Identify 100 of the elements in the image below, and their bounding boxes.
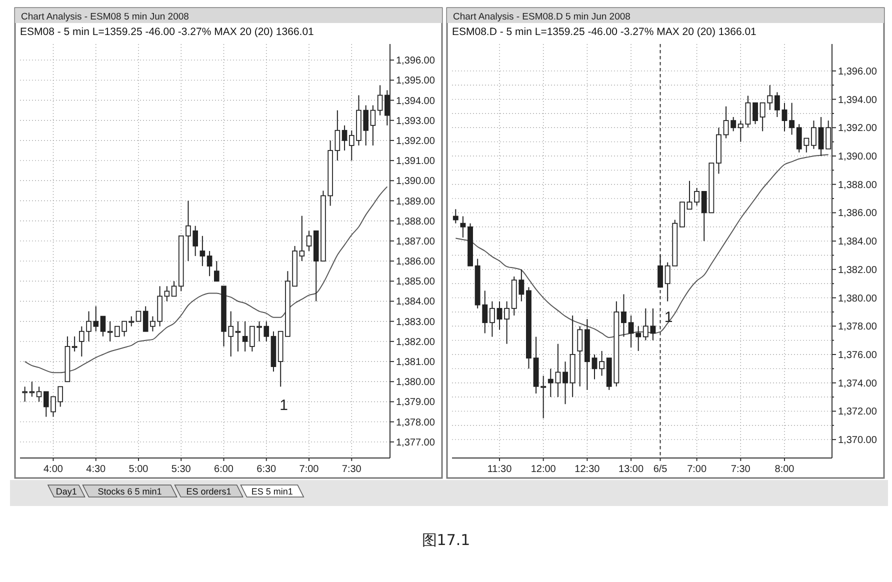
- annotation: 1: [664, 308, 673, 326]
- y-tick-label: 1,380.00: [838, 293, 878, 304]
- candlestick: [694, 187, 700, 206]
- candlestick: [621, 294, 626, 338]
- y-tick-label: 1,372.00: [838, 406, 878, 418]
- candlestick: [206, 250, 212, 277]
- candlestick: [72, 336, 78, 352]
- candlestick: [686, 180, 692, 210]
- candlestick: [107, 320, 113, 342]
- x-tick-label: 7:00: [299, 464, 320, 475]
- y-tick-label: 1,393.00: [396, 116, 436, 127]
- x-tick-label: 11:30: [487, 464, 512, 475]
- chart-subtitle: ESM08 - 5 min L=1359.25 -46.00 -3.27% MAX 20 (20) 1366.01: [20, 26, 314, 38]
- candlestick: [504, 300, 510, 344]
- candlestick: [592, 354, 598, 380]
- candlestick: [599, 350, 605, 376]
- candlestick: [460, 216, 466, 238]
- y-tick-label: 1,392.00: [396, 136, 436, 147]
- candlestick: [100, 316, 106, 337]
- y-tick-label: 1,381.00: [396, 357, 436, 368]
- y-tick-label: 1,380.00: [396, 377, 436, 388]
- candlestick: [36, 386, 42, 402]
- candlestick: [342, 124, 348, 152]
- candlestick: [29, 381, 35, 398]
- line-series: [455, 154, 829, 338]
- y-tick-label: 1,388.00: [838, 180, 878, 191]
- candlestick: [789, 102, 795, 136]
- y-tick-label: 1,396.00: [396, 56, 436, 67]
- x-tick-label: 8:00: [774, 464, 795, 475]
- y-tick-label: 1,391.00: [396, 156, 436, 168]
- candlestick: [811, 120, 816, 150]
- candlestick: [452, 208, 458, 224]
- text: ES 5 min1: [251, 486, 293, 496]
- candlestick: [200, 235, 206, 267]
- y-tick-label: 1,376.00: [838, 350, 878, 361]
- candlestick: [171, 280, 177, 297]
- y-tick-label: 1,384.00: [838, 236, 878, 248]
- candlestick: [782, 102, 788, 132]
- y-tick-label: 1,370.00: [838, 435, 878, 446]
- y-tick-label: 1,382.00: [396, 336, 436, 348]
- chart-title: Chart Analysis - ESM08.D 5 min Jun 2008: [453, 12, 630, 22]
- candlestick: [136, 310, 142, 322]
- y-tick-label: 1,392.00: [838, 123, 878, 134]
- candlestick: [577, 326, 583, 387]
- chart-title: Chart Analysis - ESM08 5 min Jun 2008: [21, 12, 189, 22]
- y-tick-label: 1,388.00: [396, 216, 436, 228]
- y-tick-label: 1,374.00: [838, 378, 878, 390]
- chart-subtitle: ESM08.D - 5 min L=1359.25 -46.00 -3.27% MAX 20 (20) 1366.01: [452, 26, 757, 38]
- y-tick-label: 1,383.00: [396, 316, 436, 328]
- x-tick-label: 6/5: [653, 464, 668, 475]
- annotation: 1: [280, 396, 288, 414]
- x-tick-label: 4:00: [44, 464, 64, 475]
- y-tick-label: 1,390.00: [396, 176, 436, 188]
- line-series: [24, 186, 388, 374]
- caption: 图17.1: [422, 531, 470, 549]
- y-tick-label: 1,382.00: [838, 264, 878, 276]
- y-tick-label: 1,389.00: [396, 196, 436, 208]
- candlestick: [235, 320, 241, 352]
- y-tick-label: 1,387.00: [396, 236, 436, 248]
- candlestick: [496, 300, 502, 330]
- text: Day1: [56, 486, 77, 496]
- candlestick: [334, 110, 340, 162]
- x-tick-label: 5:30: [171, 464, 192, 475]
- y-tick-label: 1,394.00: [838, 94, 878, 106]
- x-tick-label: 7:30: [342, 464, 362, 475]
- x-tick-label: 6:00: [214, 464, 234, 475]
- text: Stocks 6 5 min1: [98, 486, 162, 496]
- candlestick: [370, 104, 376, 146]
- y-tick-label: 1,396.00: [838, 66, 878, 78]
- x-tick-label: 7:00: [687, 464, 707, 475]
- y-tick-label: 1,379.00: [396, 397, 436, 408]
- candlestick: [377, 84, 383, 116]
- candlestick: [774, 92, 780, 118]
- x-tick-label: 12:00: [530, 464, 556, 475]
- x-tick-label: 5:00: [128, 464, 149, 475]
- x-tick-label: 6:30: [256, 464, 277, 475]
- y-tick-label: 1,394.00: [396, 96, 436, 107]
- candlestick: [658, 254, 663, 288]
- y-tick-label: 1,386.00: [838, 208, 878, 220]
- candlestick: [752, 102, 758, 125]
- x-tick-label: 7:30: [730, 464, 751, 475]
- candlestick: [299, 215, 305, 262]
- x-tick-label: 13:00: [618, 464, 644, 475]
- y-tick-label: 1,385.00: [396, 276, 436, 288]
- x-tick-label: 12:30: [574, 464, 600, 475]
- x-tick-label: 4:30: [86, 464, 106, 475]
- candlestick: [22, 386, 28, 402]
- y-tick-label: 1,384.00: [396, 296, 436, 308]
- y-tick-label: 1,377.00: [396, 437, 436, 448]
- candlestick: [306, 230, 312, 252]
- y-tick-label: 1,378.00: [838, 322, 878, 333]
- y-tick-label: 1,395.00: [396, 76, 436, 87]
- y-tick-label: 1,390.00: [838, 152, 878, 163]
- candlestick: [489, 300, 495, 338]
- y-tick-label: 1,378.00: [396, 417, 436, 428]
- candlestick: [214, 260, 220, 282]
- candlestick: [164, 286, 170, 302]
- candlestick: [242, 320, 248, 352]
- candlestick: [562, 361, 568, 405]
- y-tick-label: 1,386.00: [396, 256, 436, 268]
